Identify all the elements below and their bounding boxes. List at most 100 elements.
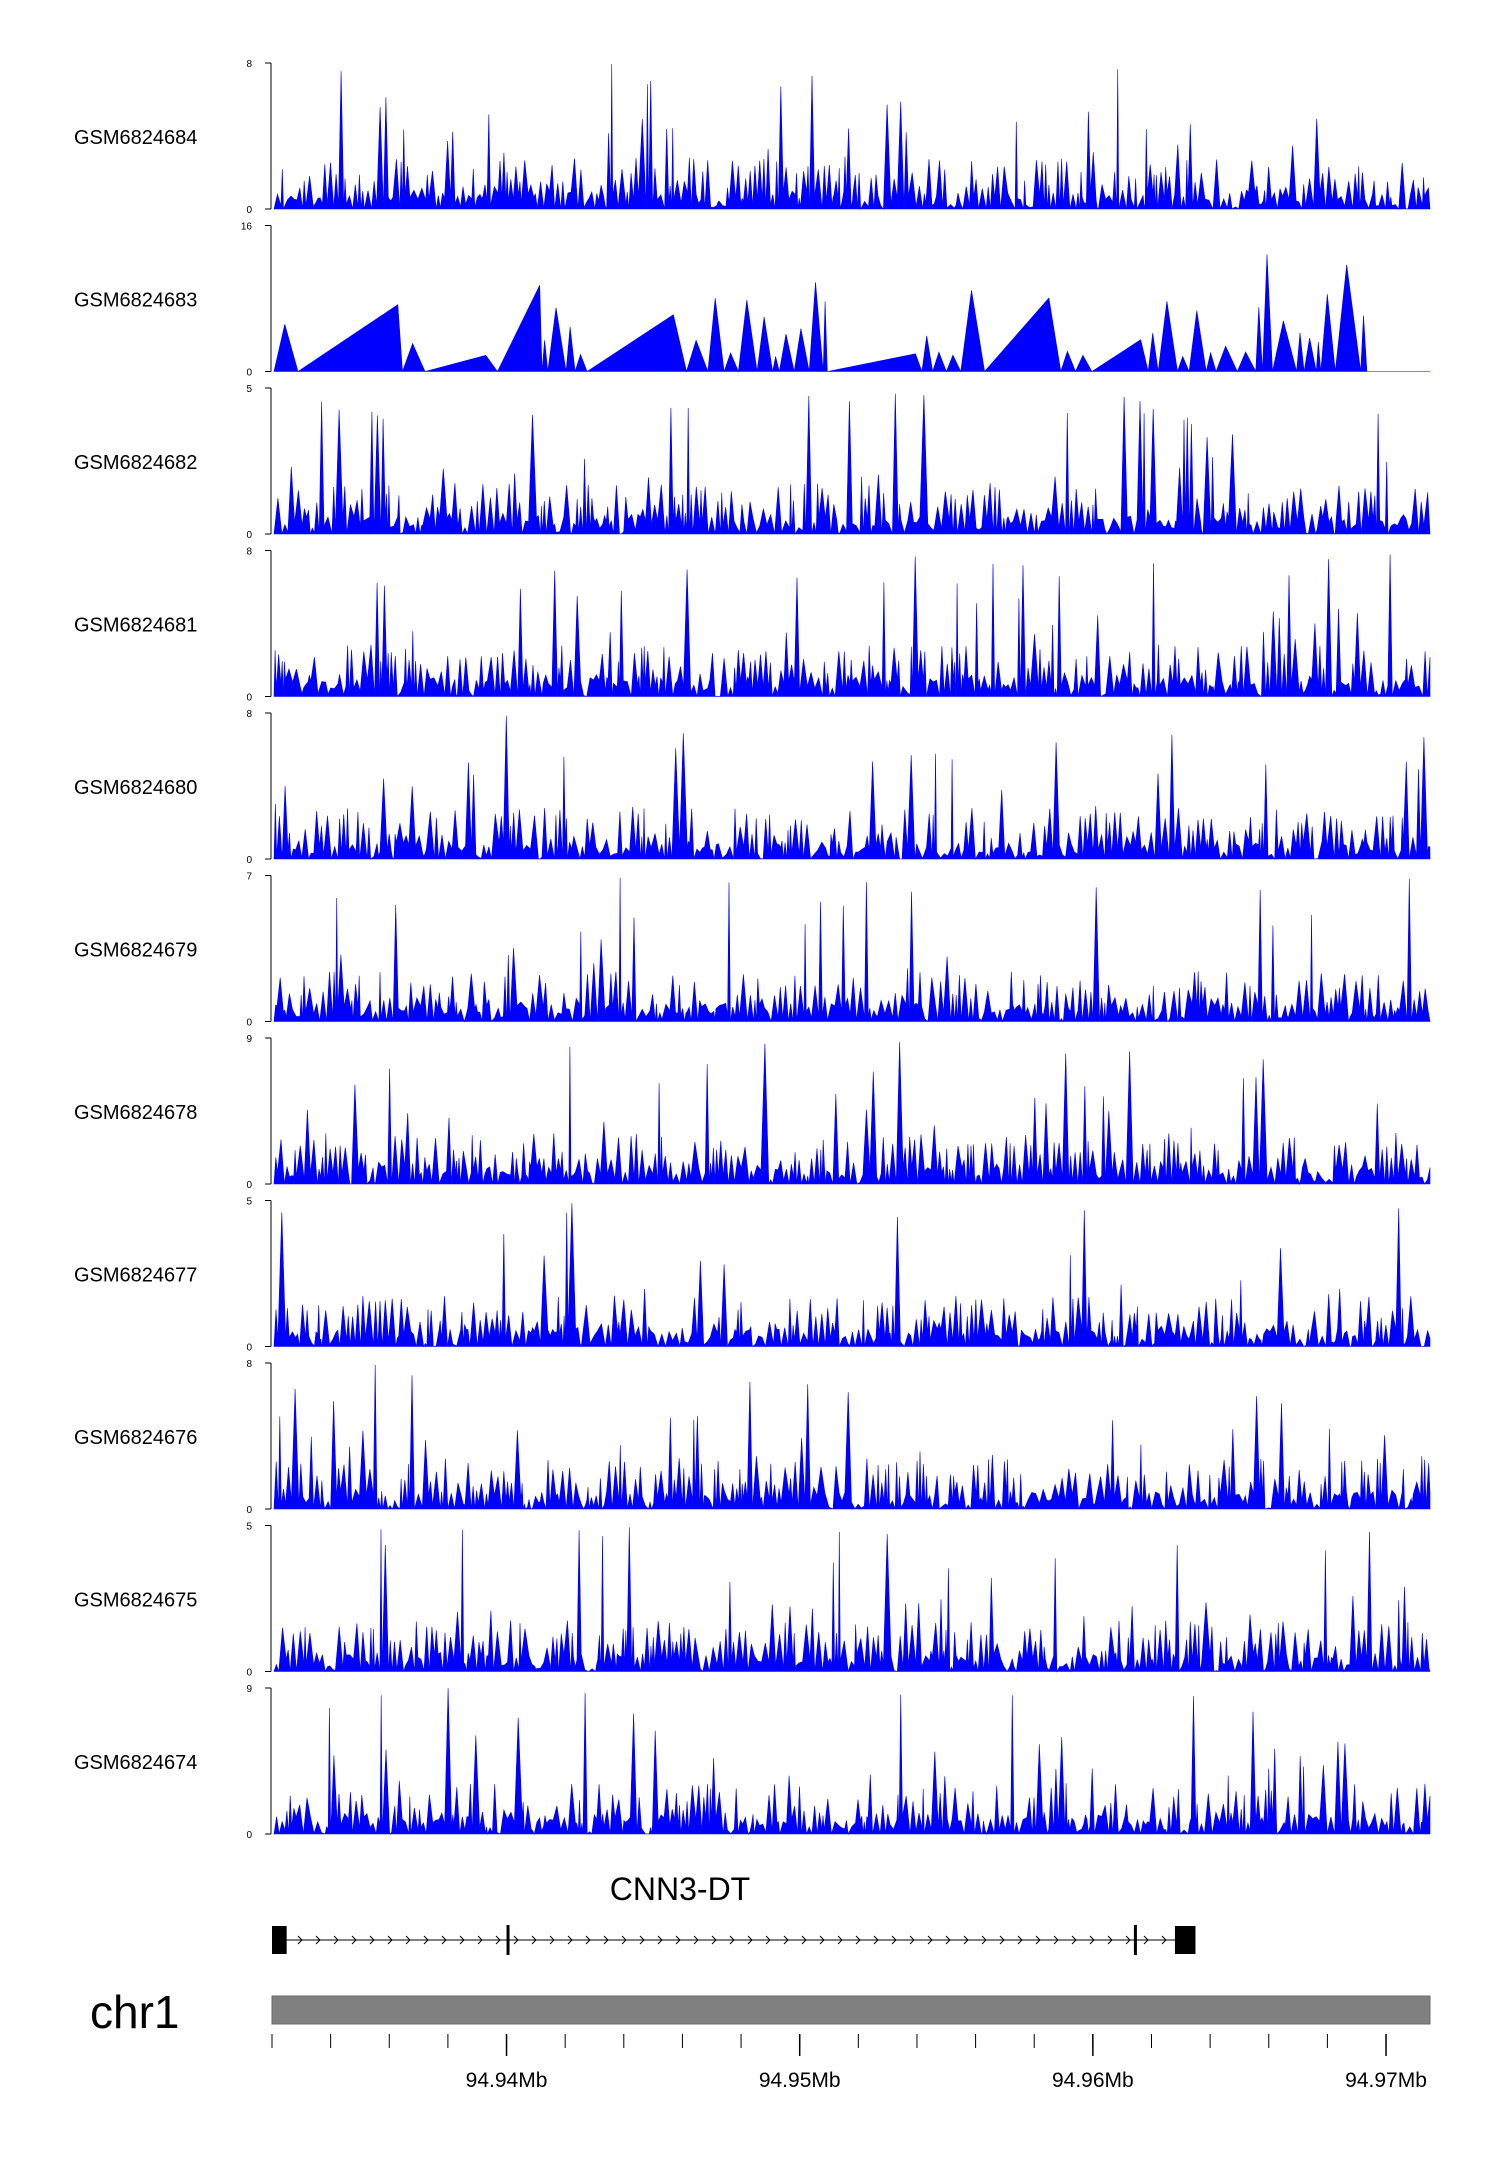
y-tick-label: 5 bbox=[246, 1522, 252, 1533]
gene-exon bbox=[272, 1926, 287, 1954]
strand-arrow bbox=[729, 1935, 735, 1945]
strand-arrow bbox=[603, 1935, 609, 1945]
strand-arrow bbox=[621, 1935, 627, 1945]
track-label: GSM6824684 bbox=[74, 127, 197, 149]
coverage-area bbox=[273, 554, 1431, 698]
y-tick-label: 0 bbox=[246, 855, 252, 866]
gene-exon bbox=[1133, 1925, 1137, 1955]
strand-arrow bbox=[819, 1935, 825, 1945]
strand-arrow bbox=[945, 1935, 951, 1945]
strand-arrow bbox=[873, 1935, 879, 1945]
strand-arrow bbox=[657, 1935, 663, 1945]
coverage-area bbox=[273, 1688, 1431, 1836]
y-tick-label: 0 bbox=[246, 1505, 252, 1516]
coverage-track: GSM6824674 9 0 bbox=[74, 1684, 1431, 1841]
strand-arrow bbox=[675, 1935, 681, 1945]
strand-arrow bbox=[531, 1935, 537, 1945]
strand-arrow bbox=[909, 1935, 915, 1945]
coverage-tracks: GSM682468480GSM6824683160GSM682468250GSM… bbox=[74, 59, 1431, 1841]
strand-arrow bbox=[1071, 1935, 1077, 1945]
track-label: GSM6824683 bbox=[74, 290, 197, 312]
x-tick-label: 94.95Mb bbox=[759, 2069, 841, 2092]
strand-arrow bbox=[747, 1935, 753, 1945]
strand-arrow bbox=[585, 1935, 591, 1945]
coverage-area bbox=[273, 1042, 1431, 1186]
gene-exon bbox=[1174, 1926, 1196, 1954]
strand-arrow bbox=[963, 1935, 969, 1945]
strand-arrow bbox=[405, 1935, 411, 1945]
strand-arrow bbox=[441, 1935, 447, 1945]
y-tick-label: 0 bbox=[246, 1180, 252, 1191]
coverage-area bbox=[273, 1527, 1431, 1673]
y-tick-label: 8 bbox=[246, 59, 252, 70]
y-tick-label: 16 bbox=[241, 222, 253, 233]
coverage-track: GSM6824676 8 0 bbox=[74, 1359, 1431, 1516]
strand-arrow bbox=[423, 1935, 429, 1945]
strand-arrow bbox=[783, 1935, 789, 1945]
strand-arrow bbox=[1161, 1935, 1167, 1945]
coverage-area bbox=[273, 877, 1431, 1023]
strand-arrow bbox=[891, 1935, 897, 1945]
strand-arrow bbox=[999, 1935, 1005, 1945]
coverage-track: GSM6824679 7 0 bbox=[74, 872, 1431, 1029]
y-tick-label: 8 bbox=[246, 547, 252, 558]
strand-arrow bbox=[1035, 1935, 1041, 1945]
chromosome-label: chr1 bbox=[90, 1986, 179, 2038]
gene-name-label: CNN3-DT bbox=[610, 1871, 750, 1907]
y-tick-label: 5 bbox=[246, 1197, 252, 1208]
strand-arrow bbox=[513, 1935, 519, 1945]
coverage-area bbox=[273, 1203, 1431, 1348]
strand-arrow bbox=[297, 1935, 303, 1945]
x-tick-label: 94.94Mb bbox=[466, 2069, 548, 2092]
genomic-x-axis: 94.94Mb 94.95Mb 94.96Mb 94.97Mb bbox=[271, 2034, 1427, 2092]
track-label: GSM6824681 bbox=[74, 615, 197, 637]
coverage-track: GSM6824675 5 0 bbox=[74, 1522, 1431, 1679]
chromosome-track: chr1 bbox=[90, 1986, 1431, 2038]
strand-arrow bbox=[567, 1935, 573, 1945]
chromosome-bar bbox=[271, 1995, 1431, 2025]
coverage-track: GSM6824680 8 0 bbox=[74, 709, 1431, 866]
track-label: GSM6824678 bbox=[74, 1102, 197, 1124]
coverage-track: GSM6824678 9 0 bbox=[74, 1034, 1431, 1191]
y-tick-label: 0 bbox=[246, 1343, 252, 1354]
strand-arrow bbox=[801, 1935, 807, 1945]
strand-arrow bbox=[711, 1935, 717, 1945]
y-tick-label: 5 bbox=[246, 384, 252, 395]
coverage-track: GSM6824677 5 0 bbox=[74, 1197, 1431, 1354]
track-label: GSM6824679 bbox=[74, 940, 197, 962]
strand-arrow bbox=[351, 1935, 357, 1945]
strand-arrow bbox=[369, 1935, 375, 1945]
strand-arrow bbox=[765, 1935, 771, 1945]
y-tick-label: 0 bbox=[246, 205, 252, 216]
strand-arrow bbox=[1125, 1935, 1131, 1945]
strand-arrow bbox=[837, 1935, 843, 1945]
strand-arrow bbox=[1107, 1935, 1113, 1945]
track-label: GSM6824676 bbox=[74, 1427, 197, 1449]
y-tick-label: 8 bbox=[246, 1359, 252, 1370]
y-tick-label: 7 bbox=[246, 872, 252, 883]
coverage-track: GSM6824681 8 0 bbox=[74, 547, 1431, 704]
y-tick-label: 8 bbox=[246, 709, 252, 720]
track-label: GSM6824677 bbox=[74, 1265, 197, 1287]
coverage-area bbox=[273, 715, 1431, 861]
strand-arrow bbox=[1017, 1935, 1023, 1945]
track-label: GSM6824680 bbox=[74, 777, 197, 799]
track-label: GSM6824674 bbox=[74, 1752, 197, 1774]
coverage-area bbox=[273, 64, 1431, 211]
strand-arrow bbox=[1089, 1935, 1095, 1945]
y-tick-label: 0 bbox=[246, 1018, 252, 1029]
coverage-track: GSM6824683 16 0 bbox=[74, 222, 1430, 379]
strand-arrow bbox=[333, 1935, 339, 1945]
strand-arrow bbox=[693, 1935, 699, 1945]
coverage-area bbox=[273, 254, 1430, 373]
strand-arrow bbox=[1053, 1935, 1059, 1945]
coverage-area bbox=[273, 393, 1431, 536]
x-tick-label: 94.96Mb bbox=[1052, 2069, 1134, 2092]
strand-arrow bbox=[477, 1935, 483, 1945]
y-tick-label: 0 bbox=[246, 530, 252, 541]
strand-arrow bbox=[459, 1935, 465, 1945]
coverage-track: GSM6824682 5 0 bbox=[74, 384, 1431, 541]
strand-arrow bbox=[927, 1935, 933, 1945]
y-tick-label: 9 bbox=[246, 1034, 252, 1045]
